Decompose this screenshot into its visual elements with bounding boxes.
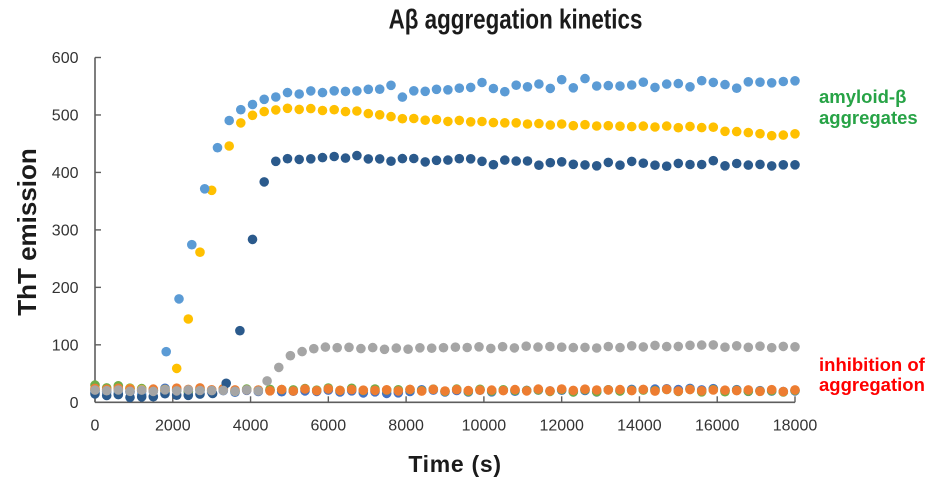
svg-text:0: 0 [70,395,79,412]
svg-text:200: 200 [52,280,79,297]
svg-text:aggregates: aggregates [819,107,918,128]
svg-text:Time (s): Time (s) [408,451,501,477]
svg-text:400: 400 [52,165,79,182]
svg-text:Aβ aggregation kinetics: Aβ aggregation kinetics [389,4,643,35]
svg-text:aggregation: aggregation [819,374,925,395]
svg-text:2000: 2000 [155,418,191,435]
svg-text:500: 500 [52,108,79,125]
svg-text:18000: 18000 [773,418,818,435]
svg-text:10000: 10000 [462,418,507,435]
svg-text:14000: 14000 [617,418,662,435]
svg-text:8000: 8000 [388,418,424,435]
svg-text:6000: 6000 [311,418,347,435]
svg-text:amyloid-β: amyloid-β [819,86,906,107]
svg-text:600: 600 [52,50,79,67]
svg-text:16000: 16000 [695,418,740,435]
svg-text:ThT emission: ThT emission [12,148,42,316]
svg-text:0: 0 [91,418,100,435]
svg-text:inhibition of: inhibition of [819,354,926,375]
svg-text:4000: 4000 [233,418,269,435]
svg-text:300: 300 [52,223,79,240]
svg-text:12000: 12000 [539,418,584,435]
svg-text:100: 100 [52,338,79,355]
